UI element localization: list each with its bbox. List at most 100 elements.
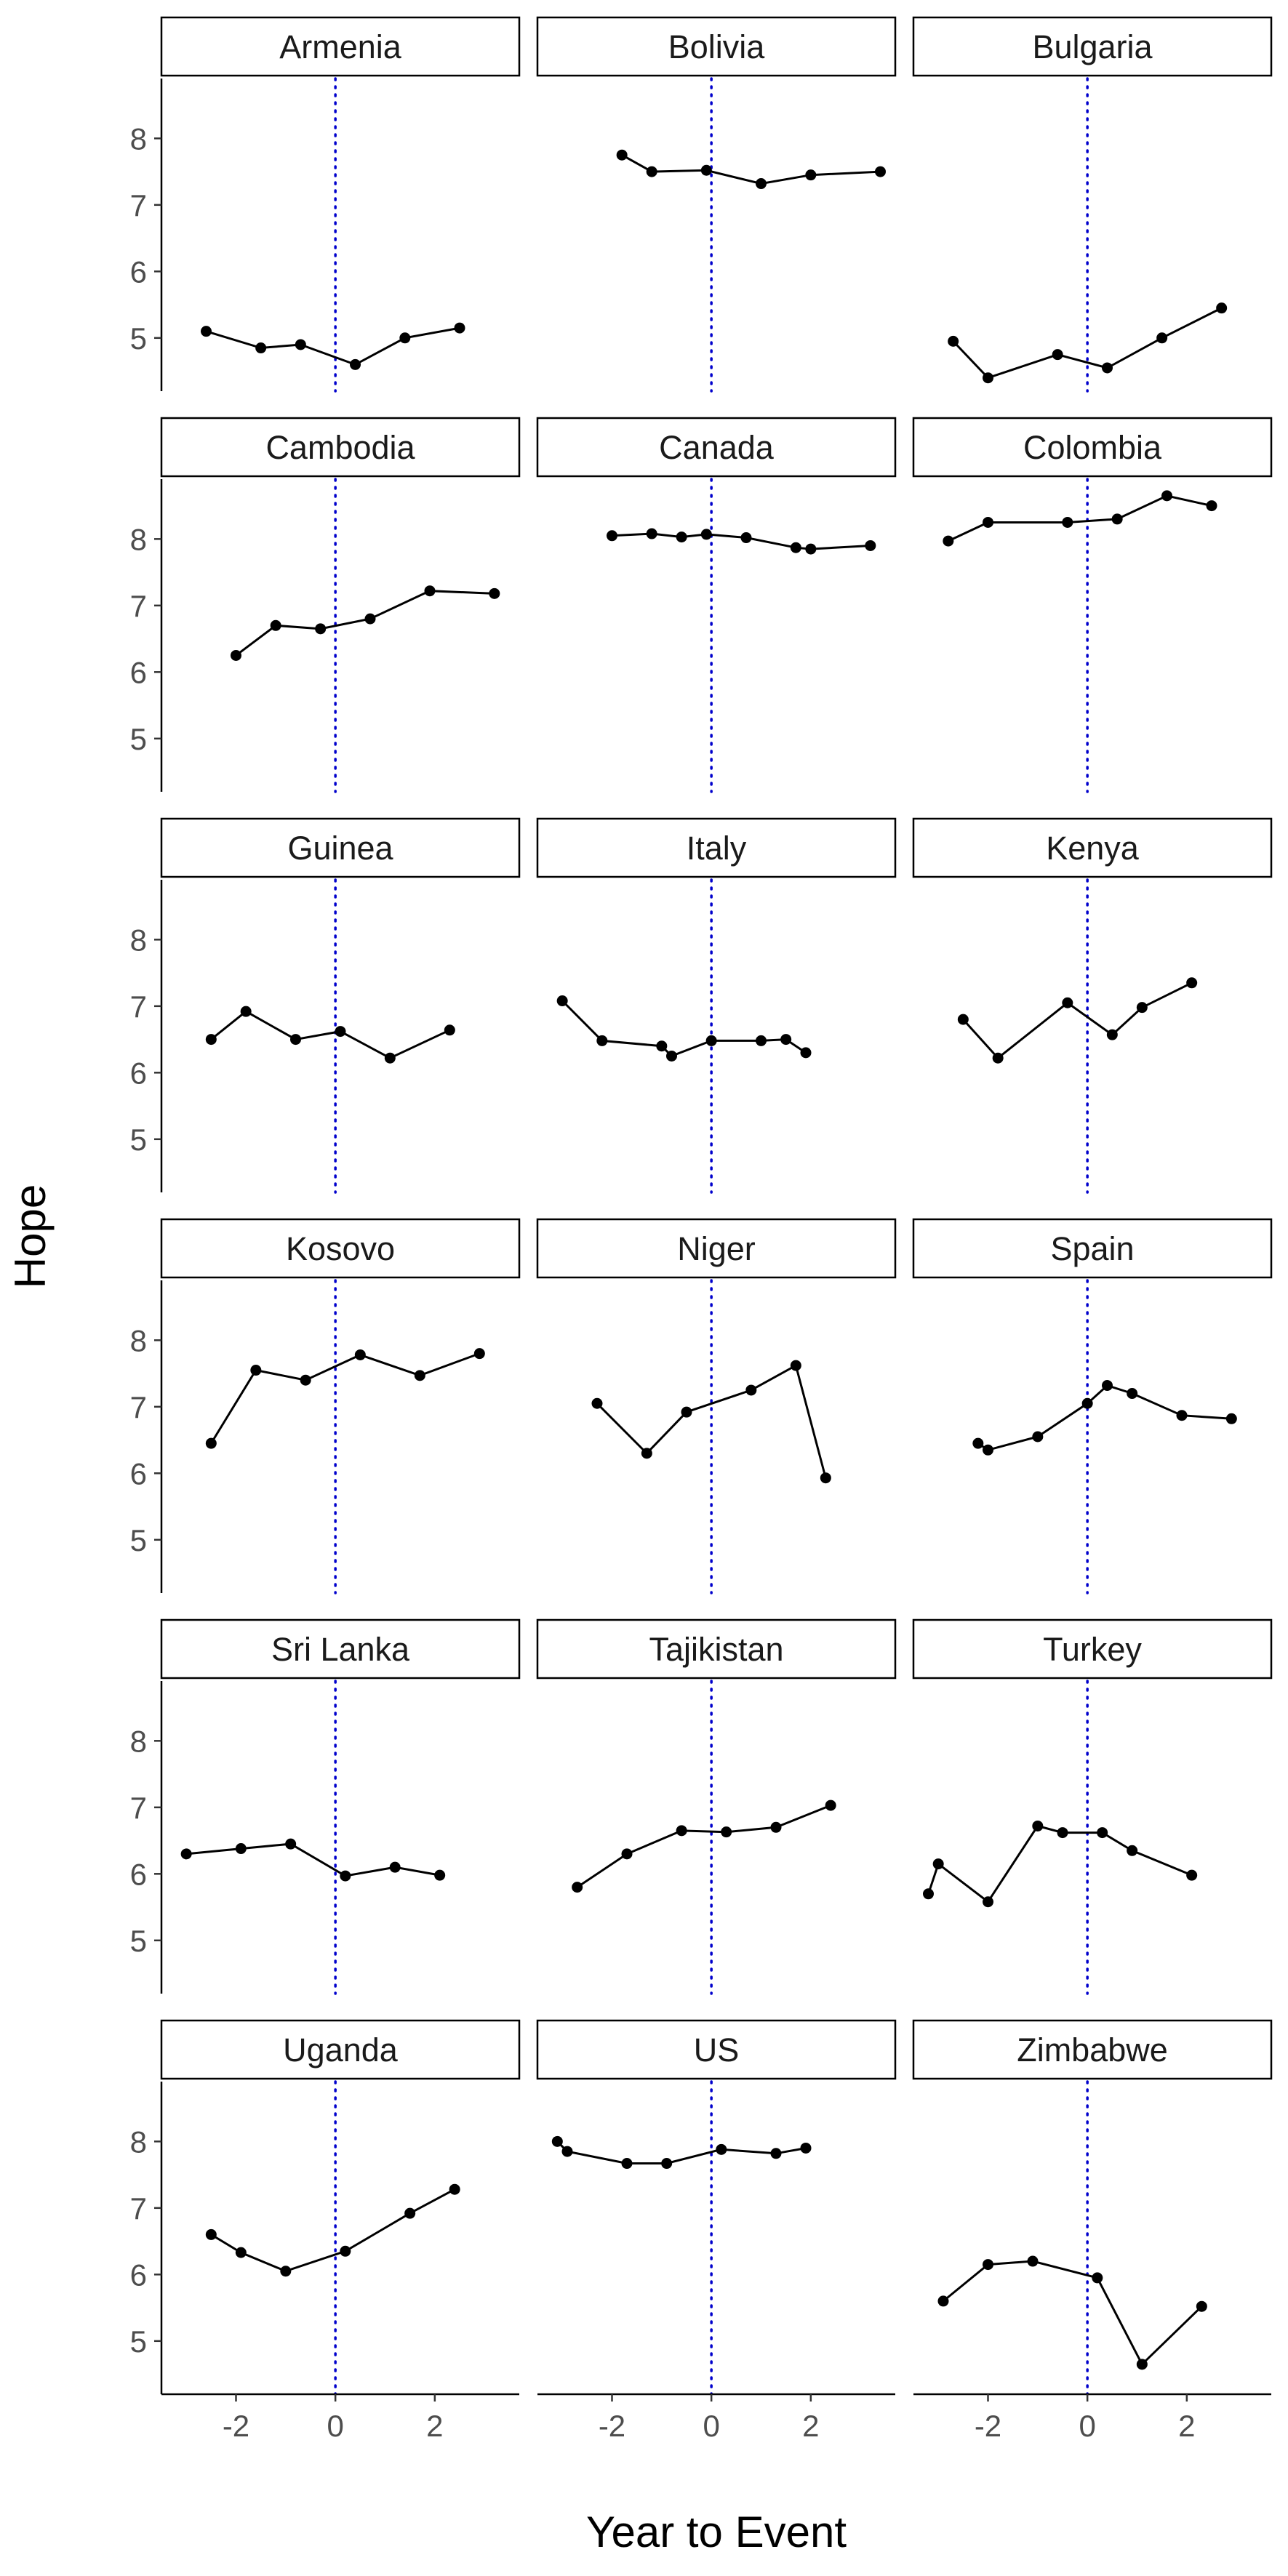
x-tick-label: -2	[223, 2409, 249, 2443]
series-line	[210, 1352, 480, 1444]
data-point	[641, 1448, 652, 1459]
x-tick-label: 0	[1079, 2409, 1095, 2443]
data-point	[790, 1360, 801, 1371]
data-point	[1102, 1380, 1113, 1392]
data-point	[315, 623, 327, 635]
data-point	[1186, 977, 1198, 989]
data-point	[350, 358, 361, 370]
series-line	[621, 153, 881, 185]
data-point	[434, 1869, 446, 1881]
data-point	[616, 149, 628, 161]
data-point	[1062, 516, 1073, 528]
data-point	[414, 1370, 425, 1381]
data-point	[992, 1052, 1004, 1064]
data-point	[923, 1888, 934, 1900]
data-point	[295, 339, 306, 350]
data-point	[948, 335, 959, 347]
data-point	[1052, 349, 1063, 361]
y-tick-label: 5	[130, 1123, 147, 1157]
data-point	[937, 2295, 949, 2307]
data-point	[572, 1882, 583, 1893]
data-point	[1032, 1431, 1044, 1443]
y-tick-label: 5	[130, 1523, 147, 1557]
data-point	[240, 1006, 252, 1017]
facet-strip	[536, 817, 897, 878]
data-point	[1106, 1029, 1118, 1040]
data-point	[800, 2142, 812, 2154]
series-line	[943, 2260, 1203, 2367]
series-line	[596, 1363, 827, 1479]
y-tick-label: 6	[130, 1056, 147, 1090]
y-tick-label: 8	[130, 2124, 147, 2159]
data-point	[205, 1034, 217, 1046]
data-point	[607, 530, 617, 542]
data-point	[1102, 362, 1113, 374]
data-point	[1057, 1827, 1068, 1839]
data-point	[489, 587, 500, 599]
data-point	[983, 2259, 993, 2271]
data-point	[1062, 997, 1073, 1008]
facet-label: Canada	[659, 429, 775, 466]
y-tick-label: 6	[130, 1857, 147, 1891]
x-tick-label: 2	[426, 2409, 443, 2443]
data-point	[805, 543, 817, 555]
data-point	[875, 166, 886, 177]
facet-label: US	[694, 2031, 740, 2069]
data-point	[1092, 2272, 1103, 2284]
y-tick-label: 7	[130, 188, 147, 222]
data-point	[1111, 513, 1123, 525]
data-point	[250, 1365, 262, 1376]
data-point	[444, 1024, 455, 1036]
data-point	[770, 2148, 782, 2159]
data-point	[721, 1826, 732, 1838]
data-point	[756, 1035, 767, 1046]
data-point	[1097, 1827, 1108, 1839]
x-tick-label: 0	[703, 2409, 719, 2443]
data-point	[389, 1861, 401, 1873]
data-point	[354, 1349, 366, 1360]
facet-label: Zimbabwe	[1017, 2031, 1168, 2069]
data-point	[1216, 302, 1228, 314]
y-tick-label: 5	[130, 1924, 147, 1958]
y-tick-label: 8	[130, 522, 147, 556]
y-tick-label: 6	[130, 254, 147, 289]
data-point	[756, 178, 767, 190]
y-tick-label: 6	[130, 2258, 147, 2292]
data-point	[404, 2207, 416, 2219]
y-tick-label: 8	[130, 923, 147, 957]
series-line	[948, 494, 1212, 542]
data-point	[1136, 2359, 1148, 2370]
facet-label: Sri Lanka	[271, 1631, 410, 1668]
data-point	[705, 1035, 717, 1046]
x-tick-label: 2	[1178, 2409, 1195, 2443]
data-point	[591, 1397, 603, 1409]
facet-label: Spain	[1050, 1230, 1134, 1267]
data-point	[957, 1014, 969, 1025]
data-point	[424, 585, 436, 597]
facet-label: Italy	[687, 830, 747, 867]
data-point	[661, 2158, 673, 2170]
data-point	[1186, 1869, 1198, 1881]
facet-strip	[160, 817, 521, 878]
facet-label: Colombia	[1023, 429, 1162, 466]
data-point	[300, 1374, 311, 1386]
data-point	[201, 326, 212, 337]
facet-label: Kenya	[1046, 830, 1140, 867]
series-line	[962, 982, 1193, 1060]
facet-label: Uganda	[283, 2031, 399, 2069]
data-point	[180, 1848, 192, 1860]
data-point	[340, 1870, 351, 1882]
data-point	[820, 1472, 831, 1484]
data-point	[205, 1437, 217, 1449]
data-point	[943, 535, 954, 547]
series-line	[952, 307, 1223, 380]
facet-strip	[912, 417, 1273, 478]
data-point	[1127, 1845, 1138, 1856]
y-tick-label: 6	[130, 655, 147, 689]
data-point	[1206, 500, 1217, 512]
data-point	[700, 164, 712, 176]
data-point	[335, 1026, 346, 1038]
data-point	[255, 342, 267, 354]
